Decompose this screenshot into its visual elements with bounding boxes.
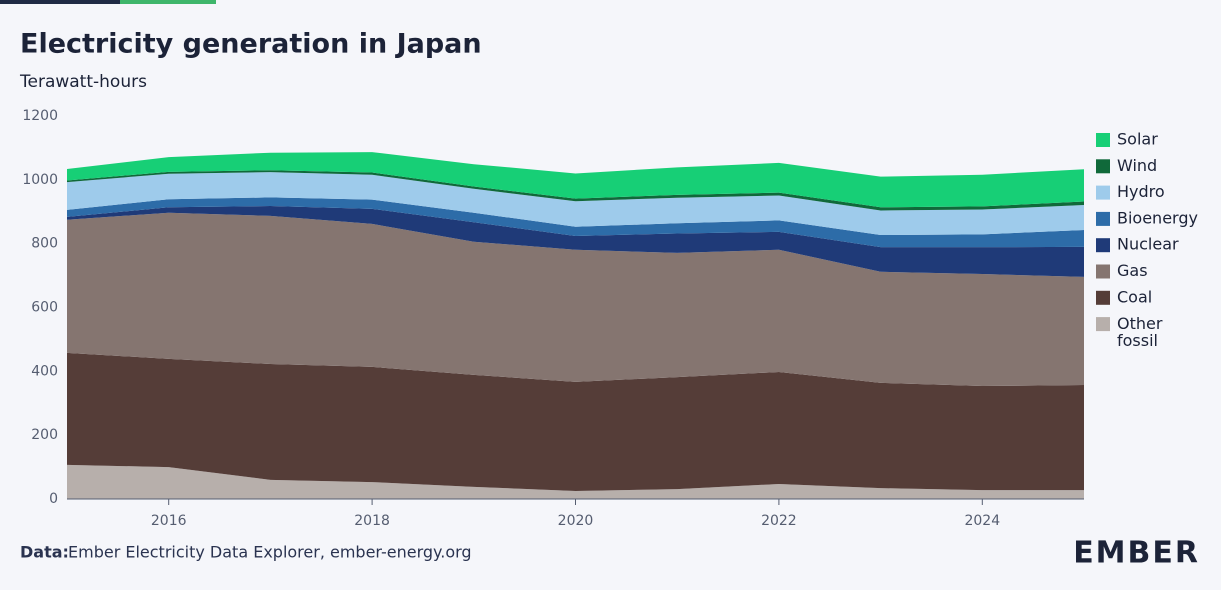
area <box>67 197 1084 248</box>
y-tick-label: 1000 <box>22 172 58 188</box>
chart-subtitle: Terawatt-hours <box>19 72 147 92</box>
y-tick-label: 200 <box>31 427 58 443</box>
y-tick-label: 400 <box>31 363 58 379</box>
y-tick-label: 600 <box>31 300 58 316</box>
area <box>67 172 1084 236</box>
legend-swatch <box>1096 211 1110 226</box>
legend-swatch <box>1096 290 1110 305</box>
legend-swatch <box>1096 264 1110 279</box>
legend-swatch <box>1096 238 1110 253</box>
area <box>67 212 1084 387</box>
legend-swatch <box>1096 317 1110 332</box>
header-bar <box>0 0 216 4</box>
legend-label: Solar <box>1117 130 1158 149</box>
legend-label: Hydro <box>1117 182 1165 201</box>
area <box>67 206 1084 277</box>
header-bar-accent <box>120 0 216 4</box>
y-tick-label: 800 <box>31 236 58 252</box>
legend-label: Other fossil <box>1117 314 1163 350</box>
area <box>67 152 1084 208</box>
source-text: Ember Electricity Data Explorer, ember-e… <box>68 543 472 562</box>
x-tick-label: 2018 <box>354 513 390 529</box>
legend-swatch <box>1096 159 1110 174</box>
legend-label: Coal <box>1117 287 1152 306</box>
legend-swatch <box>1096 185 1110 200</box>
area <box>67 464 1084 499</box>
x-tick-label: 2016 <box>151 513 187 529</box>
legend-label: Gas <box>1117 261 1148 280</box>
x-tick-label: 2022 <box>761 513 797 529</box>
x-tick-label: 2020 <box>558 513 594 529</box>
brand-logo: EMBER <box>1073 536 1200 571</box>
chart-title: Electricity generation in Japan <box>20 29 482 60</box>
legend-label: Nuclear <box>1117 235 1179 254</box>
source-label: Data: <box>20 543 69 562</box>
y-tick-label: 1200 <box>22 108 58 124</box>
legend-label: Bioenergy <box>1117 208 1198 227</box>
area <box>67 170 1084 211</box>
legend-swatch <box>1096 133 1110 147</box>
area <box>67 352 1084 492</box>
x-tick-label: 2024 <box>964 513 1000 529</box>
legend-label: Wind <box>1117 156 1157 175</box>
y-tick-label: 0 <box>49 491 58 507</box>
